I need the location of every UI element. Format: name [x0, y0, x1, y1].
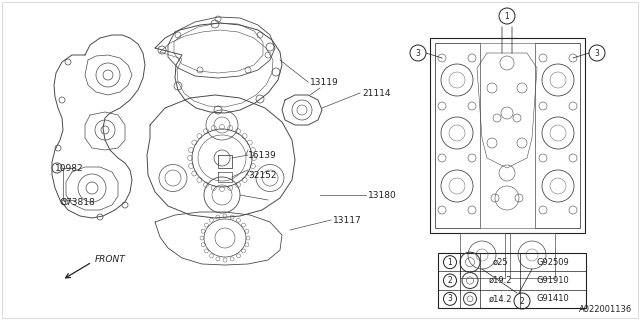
Text: 13119: 13119 — [310, 77, 339, 86]
Text: A022001136: A022001136 — [579, 305, 632, 314]
Text: G91410: G91410 — [536, 294, 570, 303]
Text: 13180: 13180 — [368, 190, 397, 199]
Text: ø14.2: ø14.2 — [488, 294, 512, 303]
Text: 1: 1 — [504, 12, 509, 20]
Text: 3: 3 — [595, 49, 600, 58]
Text: 3: 3 — [447, 294, 452, 303]
Text: G73818: G73818 — [60, 197, 96, 206]
Text: FRONT: FRONT — [95, 255, 125, 265]
Bar — [430, 38, 585, 233]
Text: 16139: 16139 — [248, 150, 276, 159]
Bar — [435, 43, 480, 228]
Text: 32152: 32152 — [248, 171, 276, 180]
Text: G91910: G91910 — [536, 276, 570, 285]
Bar — [535, 43, 580, 228]
Bar — [435, 43, 580, 228]
Bar — [510, 233, 555, 278]
Text: 1: 1 — [447, 258, 452, 267]
Text: 3: 3 — [415, 49, 420, 58]
Text: ø19.2: ø19.2 — [488, 276, 512, 285]
Text: 21114: 21114 — [362, 89, 390, 98]
Text: G92509: G92509 — [536, 258, 570, 267]
Text: ø25: ø25 — [492, 258, 508, 267]
Text: 13117: 13117 — [333, 215, 362, 225]
Bar — [460, 233, 505, 278]
Text: 2: 2 — [447, 276, 452, 285]
Text: 2: 2 — [520, 297, 524, 306]
Bar — [438, 253, 586, 308]
Text: 10982: 10982 — [55, 164, 84, 172]
